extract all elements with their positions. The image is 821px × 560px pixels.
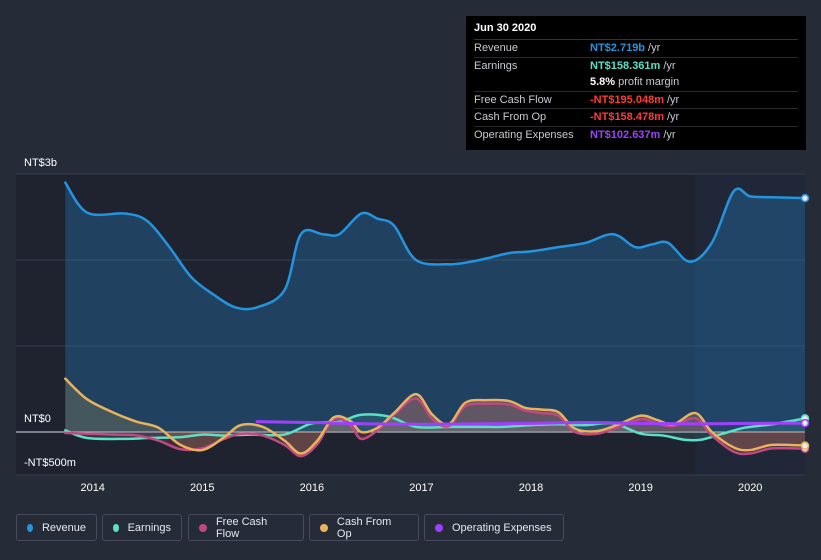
tooltip-row-revenue: Revenue NT$2.719b /yr — [474, 40, 798, 58]
y-axis-top-label: NT$3b — [24, 157, 58, 169]
series-end-markers — [800, 193, 810, 454]
y-axis-zero-label: NT$0 — [24, 413, 51, 425]
tooltip-label: Cash From Op — [474, 111, 547, 124]
x-tick-label: 2016 — [300, 482, 324, 494]
legend-dot-icon — [435, 523, 443, 532]
cash-from-op-end-marker — [800, 441, 810, 450]
revenue-area — [65, 182, 805, 432]
tooltip-label: Free Cash Flow — [474, 93, 552, 106]
x-tick-label: 2015 — [190, 482, 214, 494]
revenue-end-marker — [800, 193, 810, 203]
gridlines — [16, 173, 805, 476]
tooltip-unit: /yr — [667, 111, 680, 124]
legend-dot-icon — [320, 523, 328, 532]
tooltip-row-profit-margin: 5.8% profit margin — [474, 74, 798, 92]
tooltip-label: Revenue — [474, 42, 519, 55]
tooltip-row-cash-from-op: Cash From Op -NT$158.478m /yr — [474, 109, 798, 127]
tooltip-row-earnings: Earnings NT$158.361m /yr — [474, 58, 798, 75]
tooltip-row-operating-expenses: Operating Expenses NT$102.637m /yr — [474, 127, 798, 144]
legend-item-revenue[interactable]: Revenue — [16, 514, 97, 541]
tooltip-value: NT$2.719b — [590, 42, 646, 55]
x-tick-label: 2019 — [628, 482, 652, 494]
legend-label: Free Cash Flow — [215, 515, 268, 540]
tooltip-unit: profit margin — [618, 76, 680, 89]
legend-label: Cash From Op — [336, 515, 392, 540]
tooltip-label: Earnings — [474, 59, 518, 72]
tooltip-row-free-cash-flow: Free Cash Flow -NT$195.048m /yr — [474, 92, 798, 109]
tooltip-unit: /yr — [667, 93, 680, 106]
chart-canvas: 2014 2015 2016 2017 2018 2019 2020 — [16, 173, 810, 494]
tooltip-unit: /yr — [648, 42, 661, 55]
series-lines — [64, 181, 807, 458]
legend-item-operating-expenses[interactable]: Operating Expenses — [424, 514, 564, 541]
x-tick-label: 2017 — [409, 482, 433, 494]
legend-item-earnings[interactable]: Earnings — [102, 514, 182, 541]
tooltip-label: Operating Expenses — [474, 128, 574, 141]
x-axis-ticks: 2014 2015 2016 2017 2018 2019 2020 — [80, 482, 762, 494]
y-axis-bottom-label: -NT$500m — [24, 457, 76, 469]
x-tick-label: 2014 — [80, 482, 104, 494]
operating-expenses-line — [255, 420, 807, 426]
tooltip-date: Jun 30 2020 — [474, 22, 798, 40]
operating-expenses-end-marker — [800, 418, 810, 428]
revenue-line — [64, 181, 807, 311]
legend-label: Earnings — [127, 521, 171, 534]
tooltip-unit: /yr — [663, 128, 676, 141]
legend-item-free-cash-flow[interactable]: Free Cash Flow — [188, 514, 304, 541]
tooltip: Jun 30 2020 Revenue NT$2.719b /yr Earnin… — [466, 16, 806, 150]
legend-dot-icon — [27, 523, 33, 532]
tooltip-value: NT$102.637m — [590, 128, 661, 141]
legend-dot-icon — [113, 523, 119, 532]
tooltip-unit: /yr — [663, 59, 676, 72]
tooltip-value: -NT$195.048m — [590, 93, 664, 106]
tooltip-value: NT$158.361m — [590, 59, 661, 72]
legend-label: Operating Expenses — [452, 521, 552, 534]
x-tick-label: 2020 — [738, 482, 762, 494]
tooltip-value: 5.8% — [590, 76, 616, 89]
legend-label: Revenue — [41, 521, 86, 534]
tooltip-value: -NT$158.478m — [590, 111, 664, 124]
x-tick-label: 2018 — [519, 482, 543, 494]
legend-item-cash-from-op[interactable]: Cash From Op — [309, 514, 419, 541]
legend-dot-icon — [199, 523, 207, 532]
